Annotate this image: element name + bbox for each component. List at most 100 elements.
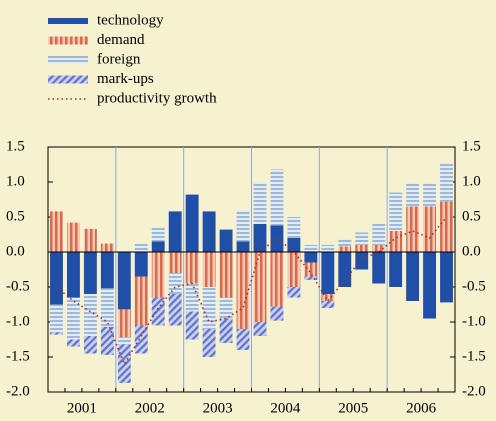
bar-segment (202, 287, 216, 329)
bar-segment (151, 241, 165, 252)
bar-segment (270, 306, 284, 321)
bar-segment (372, 224, 386, 245)
bar-segment (134, 243, 148, 252)
bar-segment (50, 332, 63, 335)
bar-segment (168, 211, 182, 252)
bar-segment (151, 227, 165, 242)
bar-segment (287, 217, 301, 238)
bar-segment (338, 239, 352, 247)
bar-segment (202, 252, 216, 287)
bar-segment (83, 228, 97, 252)
y-tick-label: 1.0 (6, 173, 25, 189)
bar-segment (338, 246, 352, 252)
bar-segment (287, 252, 301, 287)
bar-segment (66, 297, 80, 340)
bar-segment (202, 211, 216, 252)
bar-segment (151, 297, 165, 326)
bar-segment (219, 252, 233, 298)
bar-segment (100, 243, 114, 252)
y-tick-label: -1.5 (6, 348, 30, 364)
bar-segment (423, 252, 437, 319)
bar-segment (389, 252, 403, 287)
bar-segment (236, 241, 250, 252)
bar-segment (321, 301, 335, 308)
bar-segment (253, 252, 267, 322)
x-tick-label: 2005 (338, 400, 368, 416)
bar-segment (355, 252, 369, 270)
x-tick-label: 2004 (270, 400, 301, 416)
bar-segment (202, 329, 216, 357)
bar-segment (355, 245, 369, 252)
y-tick-label-right: -1.5 (462, 348, 486, 364)
bar-segment (134, 276, 148, 326)
bar-segment (83, 252, 97, 294)
bar-segment (338, 252, 352, 287)
legend-label: foreign (97, 51, 141, 67)
legend-label: productivity growth (97, 90, 217, 106)
bar-segment (117, 337, 131, 345)
bar-segment (270, 225, 284, 252)
bar-segment (304, 252, 318, 263)
x-tick-label: 2002 (135, 400, 165, 416)
bar-segment (151, 252, 165, 298)
legend-swatch (48, 56, 88, 64)
bar-segment (168, 252, 182, 273)
legend-swatch (48, 18, 88, 24)
bar-segment (219, 297, 233, 319)
y-tick-label: 0.0 (6, 243, 25, 259)
bar-segment (389, 231, 403, 252)
y-tick-label-right: 1.0 (462, 173, 481, 189)
bar-segment (185, 194, 199, 252)
bar-segment (236, 329, 250, 350)
legend-label: demand (97, 32, 145, 48)
bar-segment (100, 326, 114, 355)
bar-segment (372, 252, 386, 284)
bar-segment (423, 206, 437, 252)
bar-segment (83, 336, 97, 354)
bar-segment (185, 252, 199, 284)
y-tick-label: 0.5 (6, 208, 25, 224)
bar-segment (440, 201, 453, 252)
bar-segment (287, 287, 301, 298)
legend-swatch (48, 75, 88, 84)
bar-segment (253, 322, 267, 336)
bar-segment (83, 294, 97, 336)
y-tick-label-right: 1.5 (462, 138, 481, 154)
bar-segment (134, 252, 148, 277)
bar-segment (389, 192, 403, 231)
bar-segment (100, 288, 114, 327)
y-tick-label: -0.5 (6, 278, 30, 294)
bar-segment (287, 238, 301, 252)
bar-segment (66, 252, 80, 298)
bar-segment (236, 252, 250, 329)
bar-segment (321, 252, 335, 294)
x-tick-label: 2001 (67, 400, 97, 416)
bar-segment (440, 163, 453, 202)
bar-segment (423, 183, 437, 207)
bar-segment (50, 304, 63, 333)
bar-segment (440, 252, 453, 303)
bar-segment (134, 325, 148, 354)
bar-segment (117, 252, 131, 310)
y-tick-label: -1.0 (6, 313, 30, 329)
bar-segment (185, 283, 199, 312)
bar-segment (50, 252, 63, 305)
y-tick-label-right: -2.0 (462, 383, 486, 399)
bar-segment (50, 211, 63, 252)
bar-segment (304, 245, 318, 252)
bar-segment (321, 245, 335, 252)
y-tick-label-right: 0.5 (462, 208, 481, 224)
legend-label: technology (97, 12, 164, 28)
bar-segment (253, 224, 267, 252)
bar-segment (219, 229, 233, 252)
y-tick-label-right: -1.0 (462, 313, 486, 329)
bar-segment (117, 344, 131, 383)
legend-swatch (48, 36, 88, 45)
bar-segment (372, 245, 386, 252)
bar-segment (270, 252, 284, 307)
legend-label: mark-ups (97, 71, 154, 87)
y-tick-label-right: 0.0 (462, 243, 481, 259)
bar-segment (321, 294, 335, 301)
bar-segment (219, 318, 233, 343)
